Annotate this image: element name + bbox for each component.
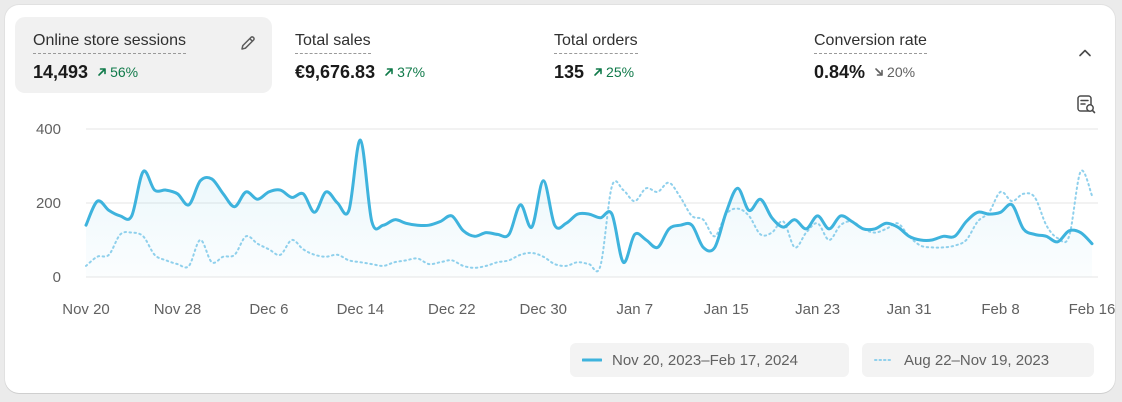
x-tick-label: Jan 7: [616, 301, 653, 318]
metric-total-orders[interactable]: Total orders 135 25%: [536, 17, 791, 93]
metric-delta-value: 25%: [606, 64, 635, 80]
metric-value: 14,493: [33, 62, 89, 82]
legend-solid-line-icon: [582, 358, 602, 362]
metric-label[interactable]: Total orders: [554, 31, 638, 54]
arrow-up-right-icon: [385, 68, 393, 76]
metric-value: 0.84%: [814, 62, 866, 82]
arrow-up-right-icon: [98, 68, 106, 76]
metric-delta-value: 56%: [110, 64, 139, 80]
metric-delta-value: 37%: [397, 64, 426, 80]
x-tick-label: Feb 8: [981, 301, 1019, 318]
current-period-line: [84, 138, 1094, 264]
metric-delta: 56%: [96, 64, 138, 80]
metric-delta-value: 20%: [887, 64, 916, 80]
analytics-card: Online store sessions 14,493 56% Total s…: [5, 5, 1115, 393]
legend-current-label: Nov 20, 2023–Feb 17, 2024: [612, 351, 798, 369]
legend-previous-period[interactable]: Aug 22–Nov 19, 2023: [862, 343, 1094, 377]
x-tick-label: Dec 22: [428, 301, 476, 318]
x-tick-label: Feb 16: [1069, 301, 1115, 318]
annotation-search-icon[interactable]: [1075, 93, 1097, 115]
y-tick-label: 0: [53, 269, 61, 286]
legend-current-period[interactable]: Nov 20, 2023–Feb 17, 2024: [570, 343, 849, 377]
y-tick-label: 200: [36, 195, 61, 212]
metric-value: 135: [554, 62, 585, 82]
legend-dotted-line-icon: [874, 359, 894, 361]
sessions-line-chart: 0 200 400 Nov 20 Nov 28 Dec 6 Dec 14 Dec 22 Dec …: [36, 121, 1115, 318]
x-tick-label: Nov 28: [154, 301, 202, 318]
arrow-up-right-icon: [594, 68, 602, 76]
x-tick-label: Jan 23: [795, 301, 840, 318]
previous-period-line: [85, 169, 1093, 273]
chevron-up-icon[interactable]: [1075, 43, 1095, 63]
current-period-area: [86, 140, 1092, 277]
metric-online-store-sessions[interactable]: Online store sessions 14,493 56%: [15, 17, 272, 93]
metric-conversion-rate[interactable]: Conversion rate 0.84% 20%: [796, 17, 1051, 93]
x-tick-label: Nov 20: [62, 301, 110, 318]
arrow-down-right-icon: [875, 68, 883, 76]
metric-delta: 37%: [383, 64, 425, 80]
x-tick-label: Jan 15: [704, 301, 749, 318]
legend-previous-label: Aug 22–Nov 19, 2023: [904, 351, 1050, 369]
metric-delta: 25%: [592, 64, 634, 80]
x-tick-label: Dec 14: [337, 301, 385, 318]
metric-delta: 20%: [873, 64, 915, 80]
x-tick-label: Dec 30: [520, 301, 568, 318]
pencil-icon[interactable]: [238, 33, 258, 53]
metric-label[interactable]: Conversion rate: [814, 31, 927, 54]
metric-total-sales[interactable]: Total sales €9,676.83 37%: [277, 17, 532, 93]
x-tick-label: Dec 6: [249, 301, 288, 318]
metric-value: €9,676.83: [295, 62, 376, 82]
metric-label[interactable]: Total sales: [295, 31, 371, 54]
metric-label[interactable]: Online store sessions: [33, 31, 186, 54]
x-tick-label: Jan 31: [887, 301, 932, 318]
y-tick-label: 400: [36, 121, 61, 138]
